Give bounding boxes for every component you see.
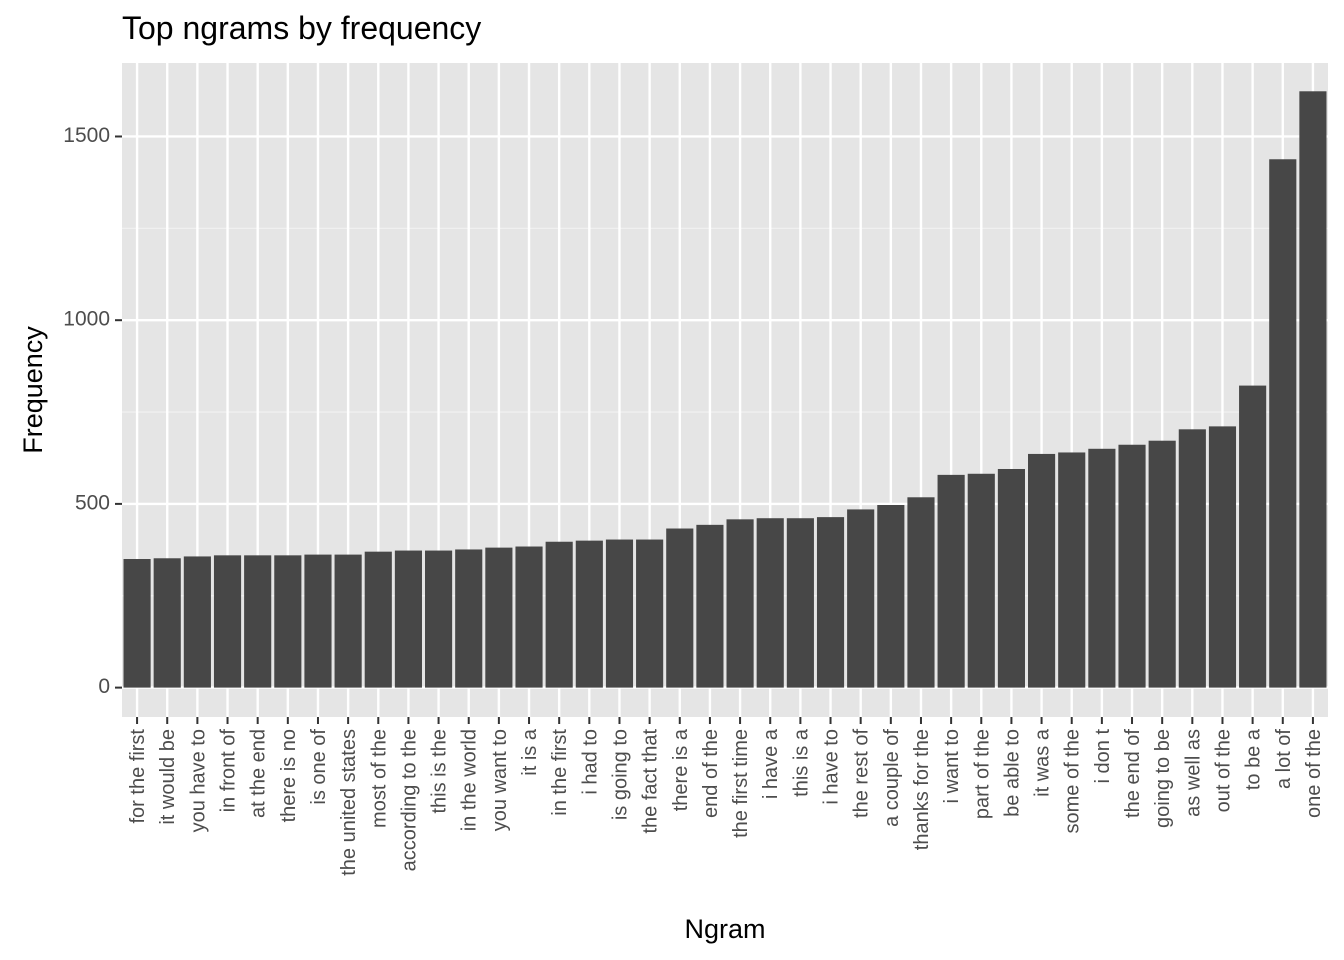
bar — [696, 524, 724, 688]
x-tick-label: most of the — [368, 729, 390, 828]
bar — [545, 541, 573, 688]
bar — [515, 546, 543, 688]
bar — [364, 551, 392, 688]
bar — [575, 540, 603, 688]
x-axis: for the first it would be you have to in fr… — [127, 717, 1325, 876]
bar — [907, 497, 935, 688]
x-tick-label: there is a — [670, 728, 692, 811]
bar — [153, 558, 181, 688]
bar — [274, 555, 302, 688]
bar — [1148, 440, 1176, 688]
bar — [726, 519, 754, 688]
x-tick-label: a lot of — [1273, 729, 1295, 789]
bar — [334, 554, 362, 688]
bar — [455, 549, 483, 688]
y-tick-label: 1000 — [63, 308, 110, 331]
bar — [786, 518, 814, 688]
x-tick-label: you have to — [187, 729, 209, 832]
x-tick-label: the end of — [1122, 729, 1144, 818]
x-tick-label: end of the — [700, 729, 722, 818]
bar — [997, 468, 1025, 688]
bar — [636, 539, 664, 688]
bar — [1028, 453, 1056, 688]
bar — [1118, 444, 1146, 688]
chart-title: Top ngrams by frequency — [122, 10, 482, 46]
x-tick-label: i want to — [941, 729, 963, 803]
bar — [605, 539, 634, 688]
x-tick-label: this is the — [429, 729, 451, 813]
y-tick-label: 500 — [75, 491, 110, 514]
bar — [1208, 426, 1237, 688]
bar — [666, 528, 694, 688]
bar — [937, 474, 965, 688]
x-tick-label: is one of — [308, 729, 330, 805]
x-tick-label: in the world — [459, 729, 481, 831]
bar — [1299, 91, 1327, 688]
y-axis: 0 500 1000 1500 — [63, 124, 122, 698]
x-tick-label: it was a — [1032, 728, 1054, 797]
x-tick-label: i had to — [579, 729, 601, 795]
x-tick-label: going to be — [1152, 729, 1174, 828]
x-tick-label: the united states — [338, 729, 360, 876]
x-tick-label: i don t — [1092, 729, 1114, 784]
bar — [123, 559, 151, 688]
x-tick-label: out of the — [1212, 729, 1234, 812]
bar — [847, 509, 875, 688]
x-tick-label: for the first — [127, 729, 149, 824]
x-tick-label: is going to — [609, 729, 631, 820]
bar — [183, 556, 211, 688]
x-tick-label: at the end — [248, 729, 270, 818]
x-tick-label: you want to — [489, 729, 511, 831]
bar — [425, 550, 453, 688]
plot-panel — [122, 63, 1328, 717]
bar — [816, 517, 845, 688]
x-tick-label: the rest of — [851, 729, 873, 818]
bar — [244, 555, 272, 688]
bar — [304, 554, 332, 688]
x-tick-label: this is a — [790, 728, 812, 797]
y-axis-title: Frequency — [18, 326, 48, 454]
bar — [756, 518, 784, 688]
x-tick-label: to be a — [1243, 728, 1265, 790]
bars — [123, 91, 1327, 688]
x-tick-label: in the first — [549, 729, 571, 816]
x-tick-label: in front of — [218, 729, 240, 813]
bar — [1239, 385, 1267, 688]
bar — [967, 473, 995, 688]
x-tick-label: a couple of — [881, 729, 903, 827]
bar — [877, 505, 905, 688]
x-tick-label: according to the — [398, 729, 420, 871]
y-tick-label: 1500 — [63, 124, 110, 147]
x-tick-label: be able to — [1001, 729, 1023, 817]
bar — [1058, 452, 1086, 688]
x-tick-label: part of the — [971, 729, 993, 819]
bar — [394, 550, 422, 688]
x-tick-label: i have to — [821, 729, 843, 805]
y-tick-label: 0 — [98, 675, 110, 698]
x-tick-label: thanks for the — [911, 729, 933, 850]
bar — [213, 555, 242, 688]
x-tick-label: some of the — [1062, 729, 1084, 834]
x-tick-label: the fact that — [640, 729, 662, 834]
x-axis-title: Ngram — [684, 914, 765, 944]
x-tick-label: as well as — [1182, 729, 1204, 817]
x-tick-label: there is no — [278, 729, 300, 822]
x-tick-label: it is a — [519, 728, 541, 776]
x-tick-label: the first time — [730, 729, 752, 838]
bar — [1178, 429, 1206, 688]
bar — [1269, 159, 1297, 688]
x-tick-label: it would be — [157, 729, 179, 825]
bar — [485, 547, 513, 688]
bar — [1088, 448, 1116, 688]
x-tick-label: one of the — [1303, 729, 1325, 818]
x-tick-label: i have a — [760, 728, 782, 799]
